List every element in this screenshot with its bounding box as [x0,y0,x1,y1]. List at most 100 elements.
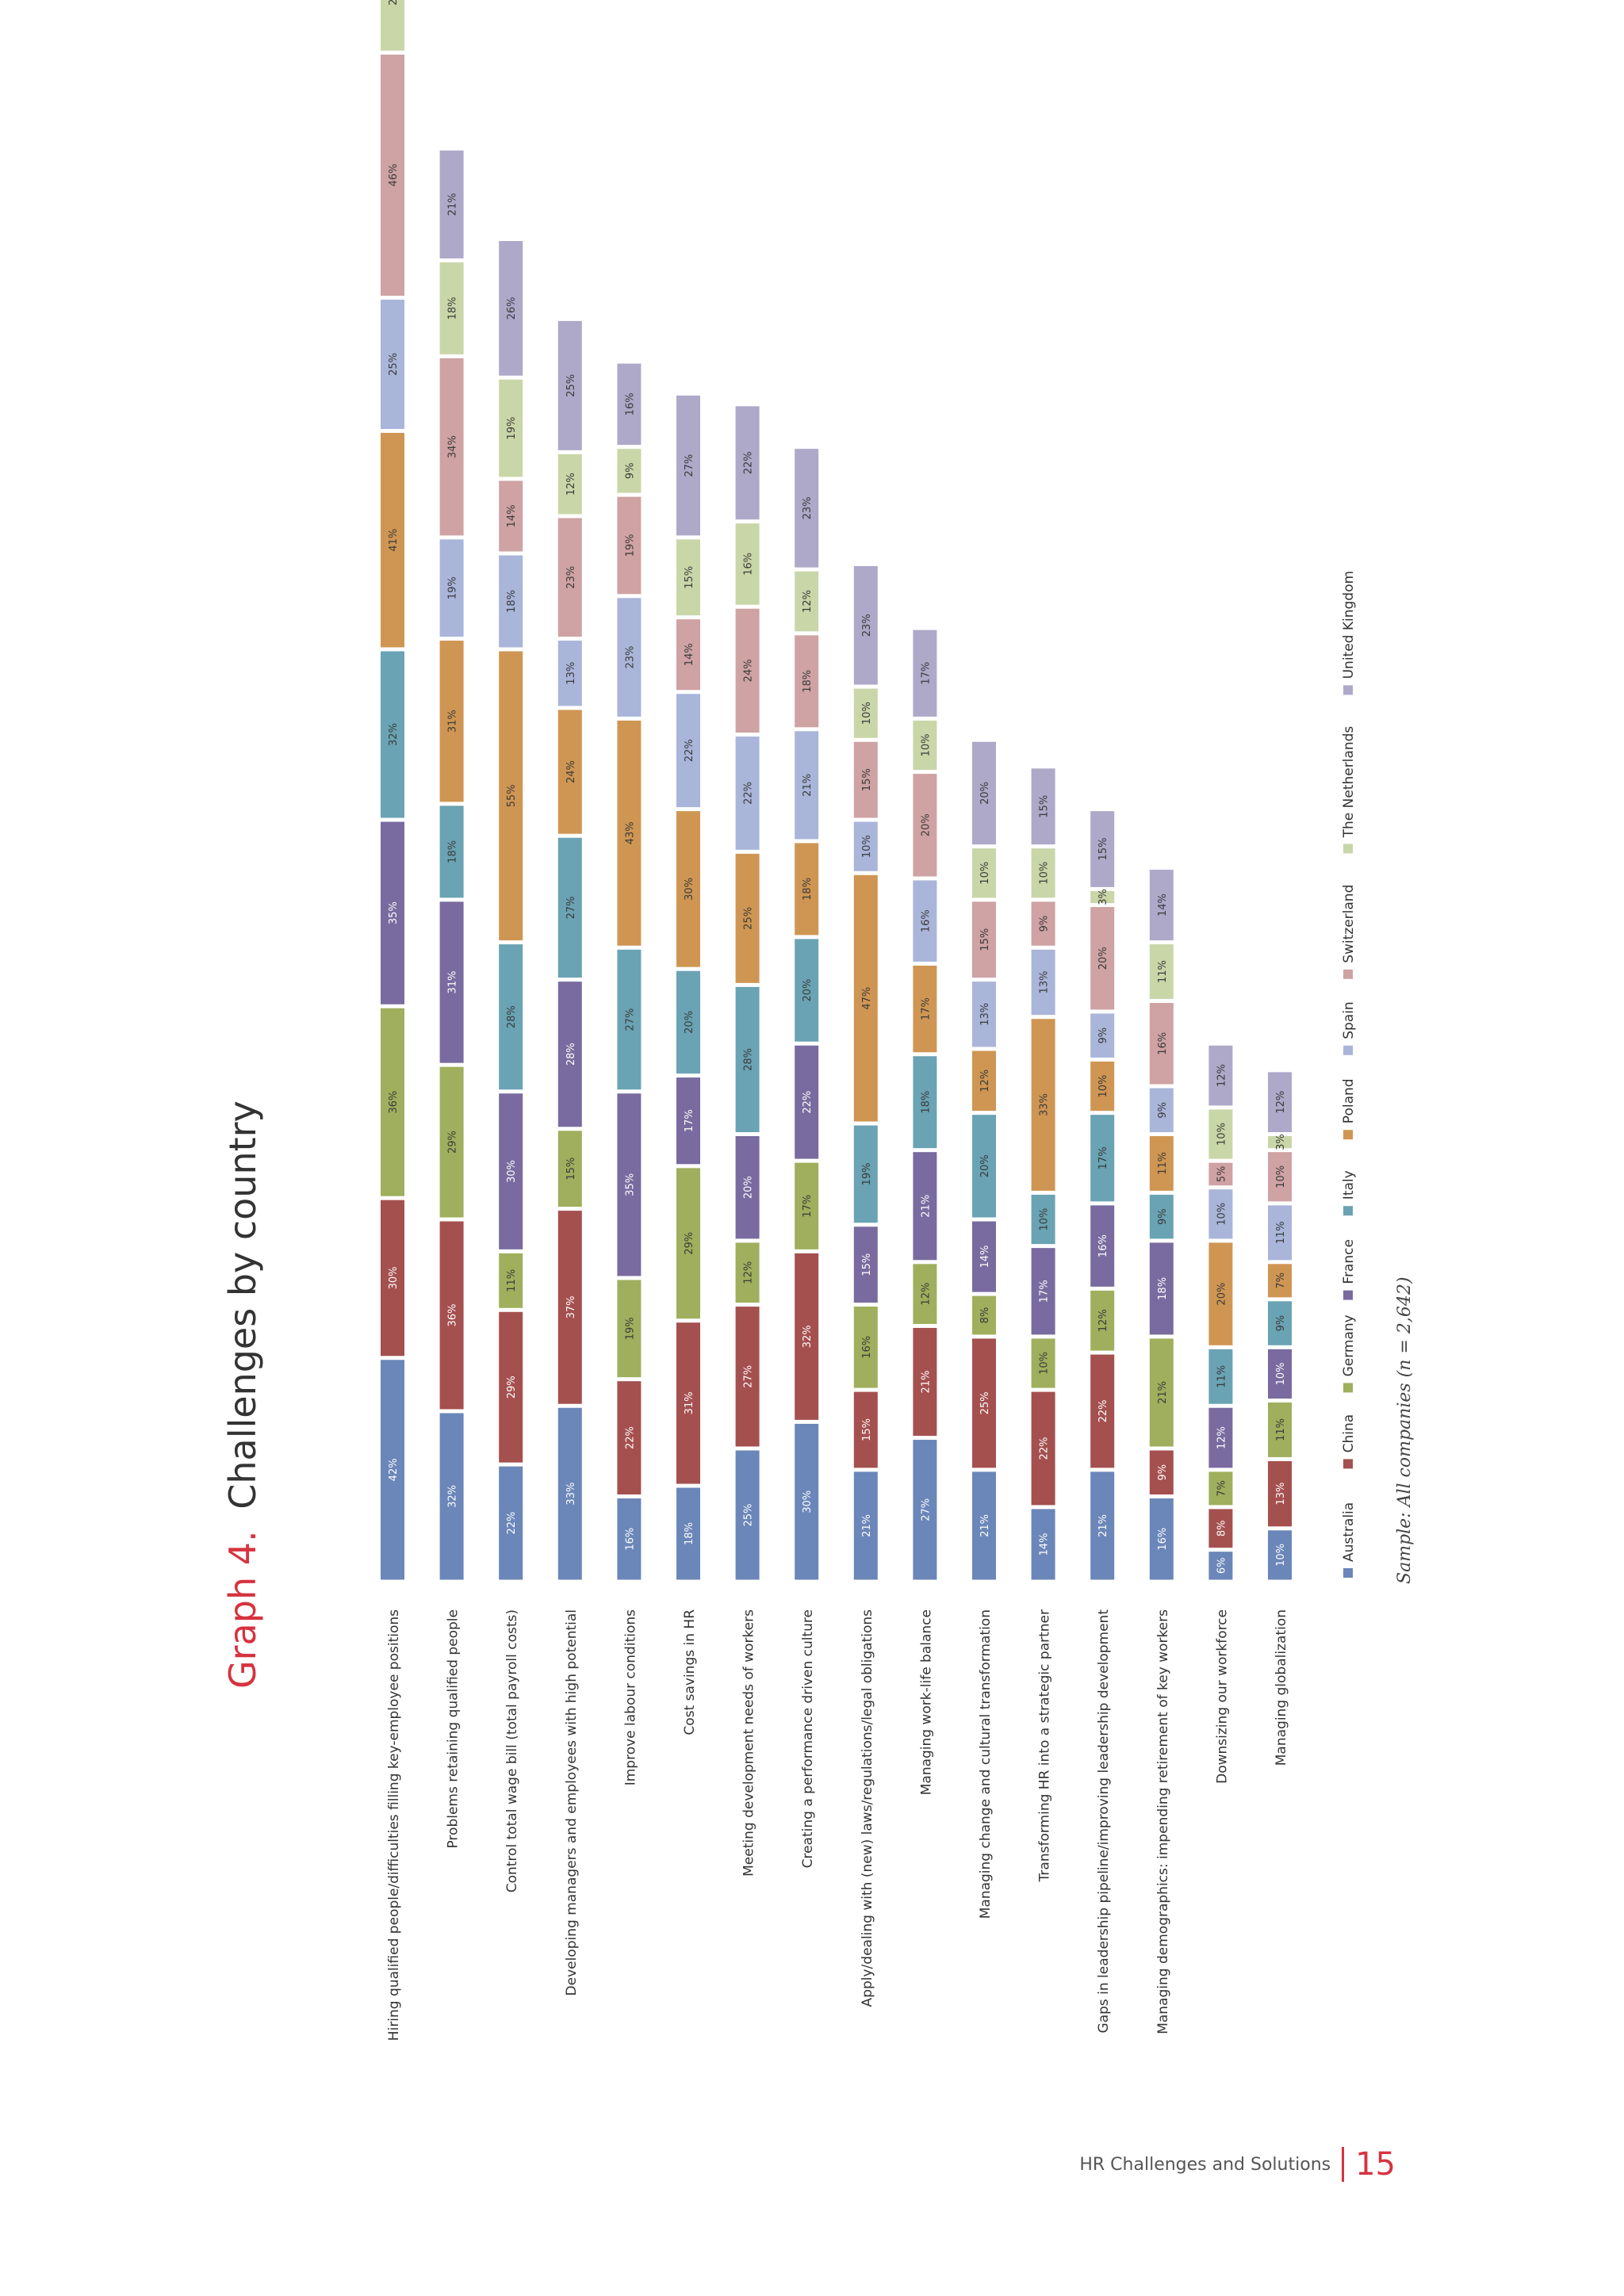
bar-value-label: 19% [447,576,459,599]
bar-segment [735,608,760,733]
bar-segment [557,982,582,1127]
category-label: Transforming HR into a strategic partner [1037,1609,1053,1882]
bar-segment [972,1295,996,1335]
category-label: Meeting development needs of workers [741,1609,757,1877]
bar-value-label: 12% [920,1283,932,1306]
bar-value-label: 9% [1039,916,1051,932]
bar-segment [735,523,760,605]
footer-divider [1342,2147,1345,2182]
stacked-column: 33% 37% 15% 28% 27% 24% 13% 23% 12% 25% [557,320,582,1580]
bar-segment [1208,1162,1233,1186]
bar-segment [853,1471,878,1580]
bar-segment [676,619,700,691]
stacked-column: 32% 36% 29% 31% 18% 31% 19% 34% 18% 21% [439,150,464,1580]
bar-value-label: 22% [624,1426,636,1449]
bar-segment [557,1131,582,1207]
bar-segment [617,598,642,717]
bar-segment [913,720,937,771]
stacked-column: 21% 25% 8% 14% 20% 12% 13% 15% 10% 20% [972,741,996,1580]
bar-segment [913,1440,937,1580]
stacked-column: 6% 8% 7% 12% 11% 20% 10% 5% 10% 12% [1208,1045,1233,1580]
bar-value-label: 10% [1039,1352,1051,1375]
bar-value-label: 10% [1216,1203,1228,1226]
page-footer: HR Challenges and Solutions 15 [1031,2141,1396,2188]
bar-value-label: 25% [743,1504,755,1527]
bar-segment [499,1253,523,1308]
bar-value-label: 18% [802,670,814,693]
category-label: Gaps in leadership pipeline/improving le… [1096,1609,1112,2034]
bar-value-label: 9% [1097,1027,1109,1044]
bar-segment [795,635,819,728]
bar-value-label: 10% [861,702,873,725]
bar-segment [853,1307,878,1388]
bar-value-label: 11% [1157,1152,1169,1175]
footer-document-title: HR Challenges and Solutions [1079,2154,1331,2175]
bar-segment [972,901,996,978]
bar-value-label: 43% [624,821,636,844]
bar-segment [913,1264,937,1324]
bar-value-label: 14% [1157,894,1169,916]
legend-item: Germany [1341,1314,1357,1393]
bar-segment [439,1221,464,1410]
bar-value-label: 10% [920,734,932,757]
bar-segment [1031,1248,1055,1335]
bar-segment [1149,1242,1174,1335]
bar-value-label: 34% [447,435,459,458]
bar-value-label: 20% [979,782,991,805]
legend: Australia China Germany France Italy Poland Sp… [1341,571,1357,1578]
bar-segment [676,1077,700,1165]
bar-value-label: 29% [506,1376,518,1399]
legend-label: France [1341,1239,1357,1284]
bar-value-label: 12% [743,1261,755,1284]
bar-segment [1031,949,1055,1016]
bar-value-label: 16% [861,1336,873,1359]
bar-segment [1208,1109,1233,1159]
bar-value-label: 19% [506,417,518,440]
bar-value-label: 22% [802,1091,814,1114]
bar-value-label: 11% [1275,1418,1287,1441]
bar-value-label: 16% [1157,1528,1169,1551]
bar-value-label: 14% [684,643,695,666]
bar-segment [617,1280,642,1378]
bar-value-label: 46% [388,163,400,186]
bar-value-label: 10% [1275,1362,1287,1385]
bar-segment [795,731,819,840]
bar-value-label: 18% [684,1522,695,1545]
bar-segment [676,1322,700,1484]
bar-segment [1090,890,1115,904]
stacked-column: 42%30%36%35%32%41%25%46%22%25% [381,0,404,1580]
legend-swatch [1343,969,1353,979]
bar-segment [1031,901,1055,946]
bar-segment [499,651,523,941]
bar-value-label: 9% [624,463,636,480]
bar-segment [557,710,582,834]
legend-swatch [1343,1206,1353,1216]
bar-segment [1090,1061,1115,1112]
bar-value-label: 15% [565,1158,577,1181]
bar-value-label: 22% [506,1512,518,1535]
bar-value-label: 15% [861,1253,873,1276]
bar-value-label: 30% [684,878,695,901]
bar-value-label: 31% [684,1391,695,1414]
bar-segment [1208,1242,1233,1345]
bar-segment [853,565,878,685]
legend-label: Italy [1341,1170,1357,1200]
bar-value-label: 21% [861,1514,873,1537]
bar-value-label: 27% [743,1365,755,1388]
sample-note: Sample: All companies (n = 2,642) [1395,1277,1415,1584]
bar-segment [676,1168,700,1319]
bar-value-label: 25% [565,374,577,397]
bar-value-label: 22% [684,739,695,762]
category-label: Cost savings in HR [682,1609,698,1735]
bar-segment [439,539,464,637]
category-label: Managing demographics: impending retirem… [1155,1609,1171,2034]
bar-segment [795,449,819,568]
bar-value-label: 32% [388,723,400,746]
bar-segment [735,1450,760,1580]
bar-segment [381,1008,404,1196]
bar-value-label: 11% [1275,1221,1287,1244]
legend-item: United Kingdom [1341,571,1357,695]
bar-value-label: 16% [624,1528,636,1551]
bar-segment [795,843,819,936]
bar-segment [557,518,582,637]
